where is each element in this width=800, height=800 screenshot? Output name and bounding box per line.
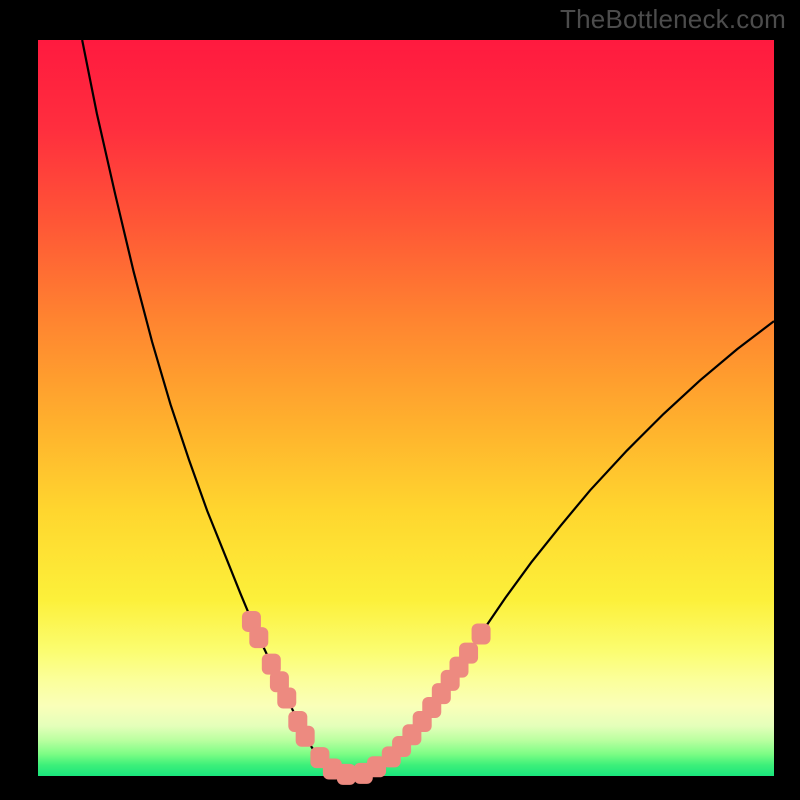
plot-background: [38, 40, 774, 776]
bottleneck-chart: [0, 0, 800, 800]
marker-left: [249, 627, 268, 648]
marker-right: [459, 643, 478, 664]
marker-left: [296, 726, 315, 747]
marker-right: [472, 623, 491, 644]
chart-stage: TheBottleneck.com: [0, 0, 800, 800]
marker-bottom: [337, 764, 356, 785]
marker-left: [277, 687, 296, 708]
